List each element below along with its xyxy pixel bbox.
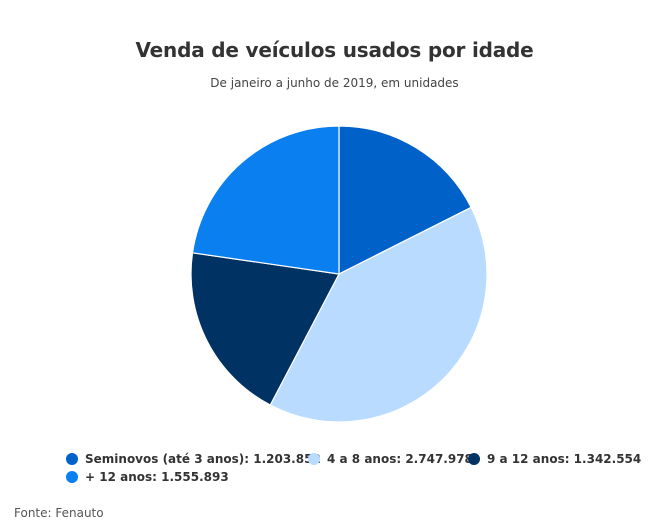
pie-chart [190, 125, 488, 423]
legend-item: Seminovos (até 3 anos): 1.203.852 [66, 452, 321, 466]
legend-marker [308, 453, 320, 465]
legend-item: 9 a 12 anos: 1.342.554 [468, 452, 641, 466]
pie-slice [191, 125, 340, 275]
legend-label: + 12 anos: 1.555.893 [85, 470, 229, 484]
legend-label: 4 a 8 anos: 2.747.978 [327, 452, 473, 466]
legend-label: Seminovos (até 3 anos): 1.203.852 [85, 452, 321, 466]
legend-marker [66, 471, 78, 483]
pie-slice [190, 252, 340, 406]
pie-slice [338, 125, 472, 275]
source-note: Fonte: Fenauto [14, 506, 104, 520]
chart-subtitle: De janeiro a junho de 2019, em unidades [210, 76, 459, 90]
legend-item: + 12 anos: 1.555.893 [66, 470, 229, 484]
legend-marker [468, 453, 480, 465]
legend-label: 9 a 12 anos: 1.342.554 [487, 452, 642, 466]
chart-title: Venda de veículos usados por idade [135, 38, 534, 62]
legend-marker [66, 453, 78, 465]
pie-slice [269, 206, 488, 423]
legend-item: 4 a 8 anos: 2.747.978 [308, 452, 473, 466]
